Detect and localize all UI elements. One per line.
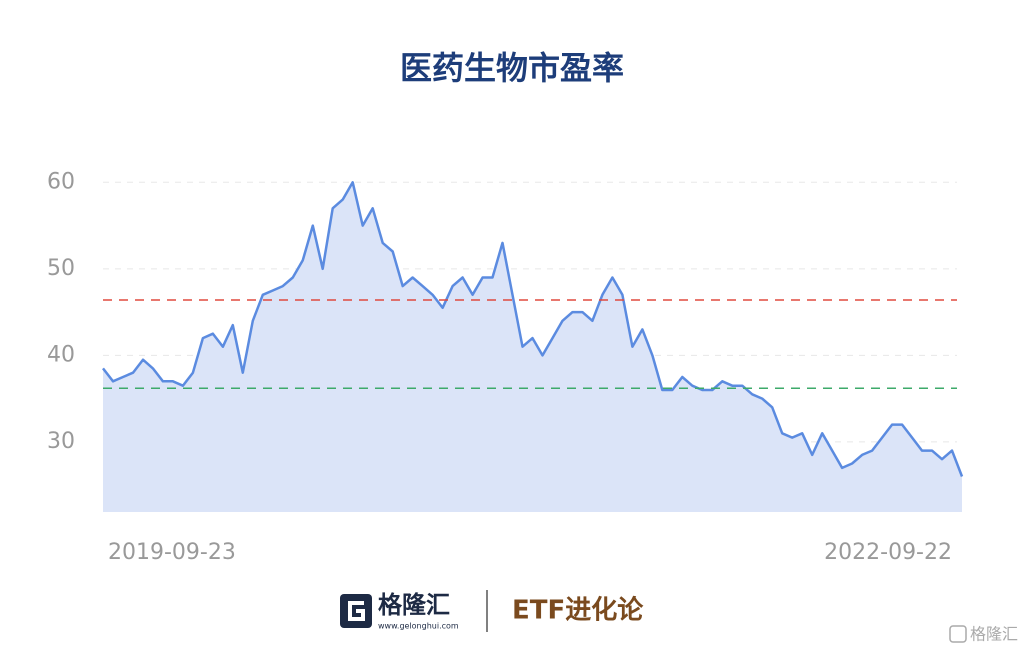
column-name: ETF进化论 bbox=[512, 596, 644, 626]
logo-mark bbox=[348, 601, 365, 621]
y-tick-label: 30 bbox=[47, 429, 75, 454]
watermark-icon bbox=[949, 625, 967, 643]
y-tick-label: 50 bbox=[47, 256, 75, 281]
brand-url: www.gelonghui.com bbox=[378, 622, 459, 631]
y-tick-label: 40 bbox=[47, 342, 75, 367]
line bbox=[102, 181, 964, 477]
footer: 格隆汇 www.gelonghui.com ETF进化论 格隆汇 bbox=[340, 590, 1018, 644]
y-tick-label: 60 bbox=[47, 169, 75, 194]
area bbox=[103, 182, 962, 513]
chart-title: 医药生物市盈率 bbox=[400, 49, 624, 87]
x-tick-label: 2022-09-22 bbox=[824, 540, 952, 565]
x-tick-label: 2019-09-23 bbox=[108, 540, 236, 565]
watermark: 格隆汇 bbox=[970, 625, 1018, 644]
brand: 格隆汇 bbox=[378, 591, 450, 619]
